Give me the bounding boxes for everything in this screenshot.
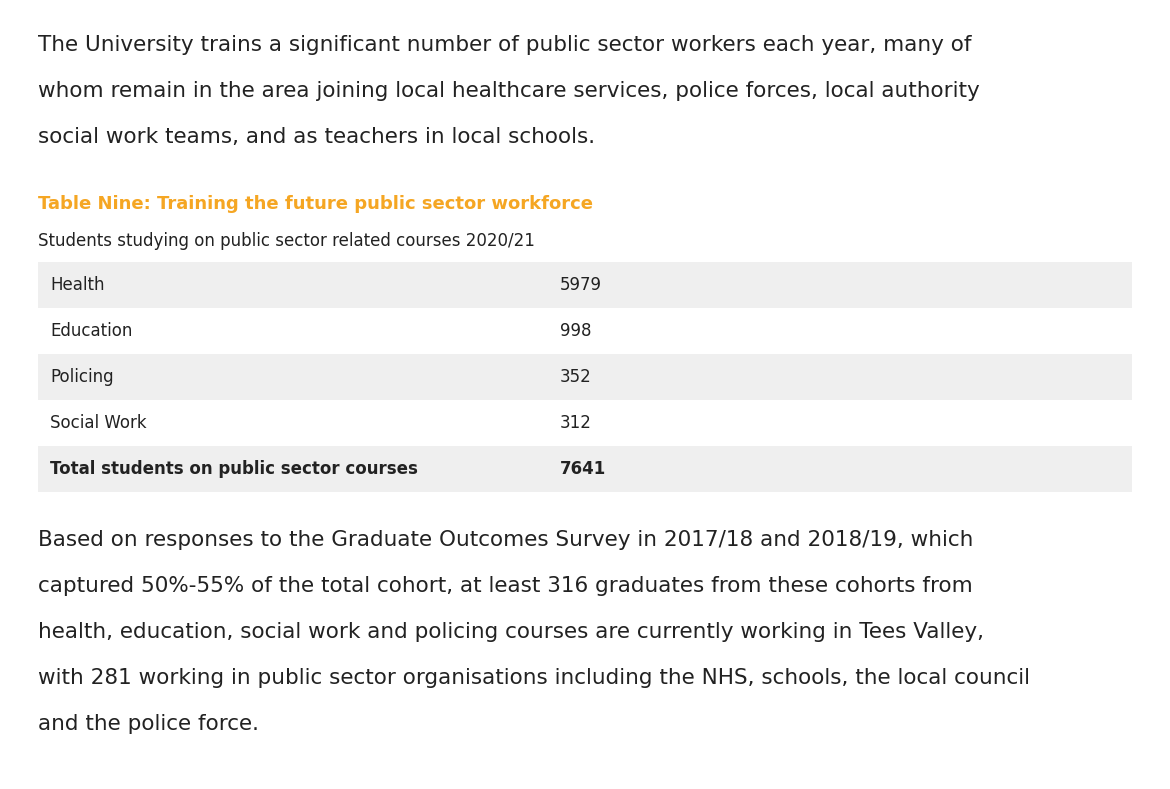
Text: The University trains a significant number of public sector workers each year, m: The University trains a significant numb… bbox=[37, 35, 971, 55]
Text: Health: Health bbox=[50, 276, 104, 294]
Text: Policing: Policing bbox=[50, 368, 113, 386]
Text: and the police force.: and the police force. bbox=[37, 714, 259, 734]
Text: 352: 352 bbox=[560, 368, 592, 386]
Bar bbox=[37, 262, 1133, 308]
Text: whom remain in the area joining local healthcare services, police forces, local : whom remain in the area joining local he… bbox=[37, 81, 979, 101]
Bar bbox=[37, 308, 1133, 354]
Text: social work teams, and as teachers in local schools.: social work teams, and as teachers in lo… bbox=[37, 127, 596, 147]
Text: health, education, social work and policing courses are currently working in Tee: health, education, social work and polic… bbox=[37, 622, 984, 642]
Bar bbox=[37, 400, 1133, 446]
Text: 312: 312 bbox=[560, 414, 592, 432]
Text: 5979: 5979 bbox=[560, 276, 603, 294]
Text: 998: 998 bbox=[560, 322, 592, 340]
Text: Total students on public sector courses: Total students on public sector courses bbox=[50, 460, 418, 478]
Bar bbox=[37, 354, 1133, 400]
Text: 7641: 7641 bbox=[560, 460, 606, 478]
Bar bbox=[37, 446, 1133, 492]
Text: captured 50%-55% of the total cohort, at least 316 graduates from these cohorts : captured 50%-55% of the total cohort, at… bbox=[37, 576, 972, 596]
Text: Students studying on public sector related courses 2020/21: Students studying on public sector relat… bbox=[37, 232, 535, 250]
Text: Based on responses to the Graduate Outcomes Survey in 2017/18 and 2018/19, which: Based on responses to the Graduate Outco… bbox=[37, 530, 973, 550]
Text: Education: Education bbox=[50, 322, 132, 340]
Text: with 281 working in public sector organisations including the NHS, schools, the : with 281 working in public sector organi… bbox=[37, 668, 1030, 688]
Text: Social Work: Social Work bbox=[50, 414, 146, 432]
Text: Table Nine: Training the future public sector workforce: Table Nine: Training the future public s… bbox=[37, 195, 593, 213]
